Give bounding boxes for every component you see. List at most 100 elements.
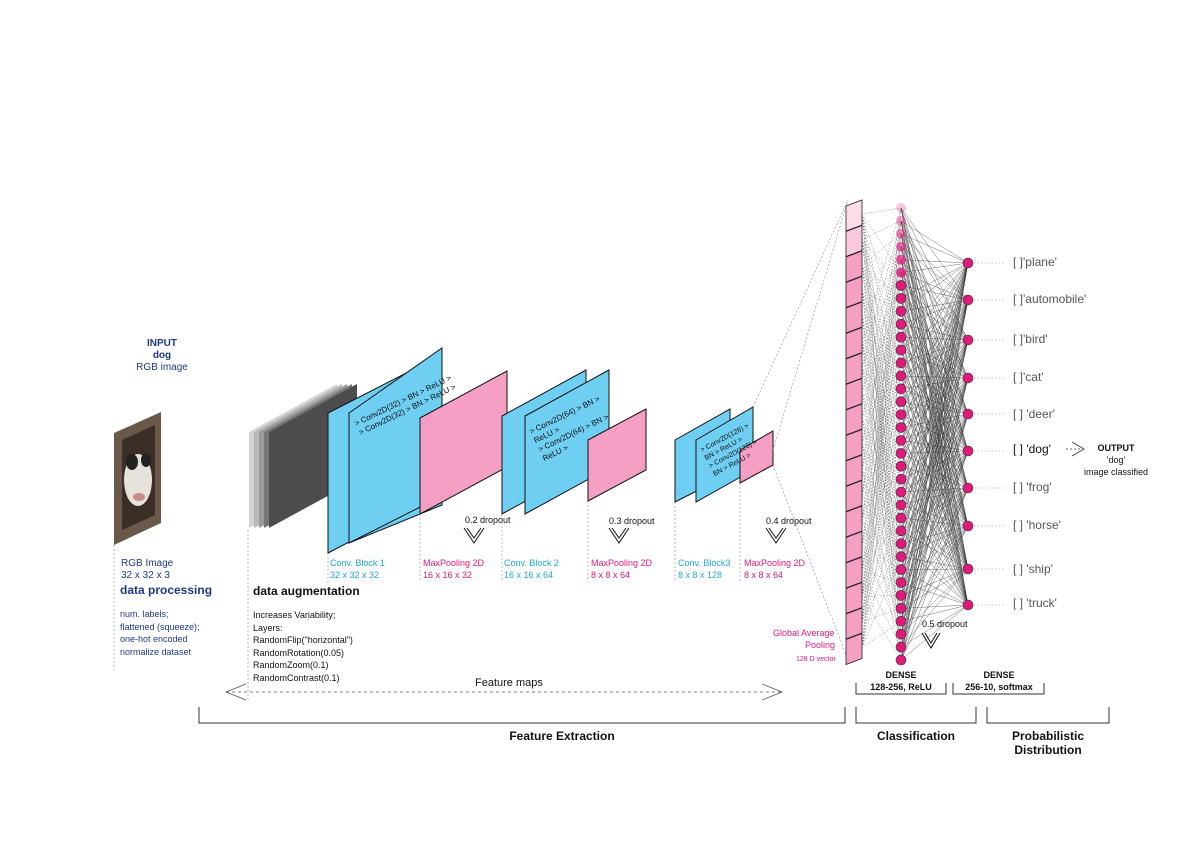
class-leader-lines — [974, 263, 1005, 605]
dense-connections — [862, 208, 968, 660]
data-processing-line: flattened (squeeze); — [120, 621, 200, 634]
dropout-label-2: 0.3 dropout — [609, 516, 655, 526]
output-node — [963, 446, 973, 456]
gap-dense-link — [862, 342, 901, 531]
dense-output-link — [901, 569, 968, 570]
hidden-node — [896, 242, 906, 252]
block1-dims: 32 x 32 x 32 — [330, 570, 379, 580]
augmentation-title: data augmentation — [253, 584, 360, 598]
gap-dense-link — [862, 367, 901, 544]
gap-dense-link — [862, 273, 901, 342]
augmentation-line: RandomRotation(0.05) — [253, 647, 353, 660]
pool3-dims: 8 x 8 x 64 — [744, 570, 783, 580]
class-label-cat: [ ]'cat' — [1013, 370, 1044, 384]
class-label-plane: [ ]'plane' — [1013, 255, 1057, 269]
data-processing-list: num. labels; flattened (squeeze); one-ho… — [120, 608, 200, 658]
pool1-name: MaxPooling 2D — [423, 558, 484, 568]
gap-dense-link — [862, 214, 901, 273]
feature-maps-label: Feature maps — [475, 677, 543, 689]
hidden-node — [896, 371, 906, 381]
hidden-node — [896, 306, 906, 316]
hidden-node — [896, 513, 906, 523]
input-type: RGB image — [127, 362, 197, 373]
output-node — [963, 521, 973, 531]
dense1-title: DENSE — [856, 670, 946, 680]
gap-dense-link — [862, 234, 901, 648]
gap-dense-link — [862, 492, 901, 647]
hidden-node — [896, 448, 906, 458]
dense-output-link — [901, 263, 968, 311]
gap-dense-link — [862, 546, 901, 635]
hidden-node — [896, 268, 906, 278]
gap-dense-link — [862, 466, 901, 596]
hidden-node — [896, 216, 906, 226]
augmentation-list: Increases Variability; Layers: RandomFli… — [253, 609, 353, 684]
dense1-desc: 128-256, ReLU — [856, 682, 946, 692]
dense2-desc: 256-10, softmax — [953, 682, 1045, 692]
hidden-node — [896, 603, 906, 613]
output-node — [963, 258, 973, 268]
output-node — [963, 409, 973, 419]
hidden-node — [896, 397, 906, 407]
hidden-node — [896, 410, 906, 420]
dense2-title: DENSE — [953, 670, 1045, 680]
class-label-truck: [ ] 'truck' — [1013, 596, 1057, 610]
class-label-bird: [ ]'bird' — [1013, 332, 1048, 346]
dense-output-link — [901, 415, 968, 605]
output-node — [963, 335, 973, 345]
gap-dense-link — [862, 597, 901, 661]
hidden-node — [896, 526, 906, 536]
block2-dims: 16 x 16 x 64 — [504, 570, 553, 580]
augmentation-line: RandomContrast(0.1) — [253, 672, 353, 685]
gap-dense-link — [862, 621, 901, 647]
output-node — [963, 373, 973, 383]
gap-dense-link — [862, 415, 901, 622]
hidden-node — [896, 435, 906, 445]
gap-dense-link — [862, 316, 901, 647]
gap-dense-link — [862, 469, 901, 660]
augmentation-line: RandomFlip("horizontal") — [253, 634, 353, 647]
gap-dense-link — [862, 234, 901, 265]
hidden-node — [896, 384, 906, 394]
augmentation-line: RandomZoom(0.1) — [253, 659, 353, 672]
global-pooling-column — [846, 200, 862, 665]
hidden-node — [896, 345, 906, 355]
gap-line1: Global Average — [773, 628, 834, 638]
dense-output-link — [901, 263, 968, 273]
output-node — [963, 564, 973, 574]
hidden-node — [896, 590, 906, 600]
classification-label: Classification — [856, 729, 976, 743]
hidden-node — [896, 255, 906, 265]
hidden-node — [896, 578, 906, 588]
class-label-automobile: [ ]'automobile' — [1013, 292, 1086, 306]
data-processing-title: data processing — [120, 583, 212, 597]
dropout-label-1: 0.2 dropout — [465, 515, 511, 525]
gap-dense-link — [862, 440, 901, 545]
output-title: OUTPUT — [1080, 443, 1152, 453]
hidden-node — [896, 461, 906, 471]
block2-name: Conv. Block 2 — [504, 558, 559, 568]
gap-dense-link — [862, 221, 901, 240]
output-label: 'dog' — [1080, 455, 1152, 465]
dropout-chevrons — [464, 528, 940, 648]
dense-output-link — [901, 221, 968, 263]
gap-dense-link — [862, 234, 901, 393]
dense-output-link — [901, 569, 968, 647]
hidden-node — [896, 293, 906, 303]
class-label-ship: [ ] 'ship' — [1013, 562, 1053, 576]
data-processing-line: one-hot encoded — [120, 633, 200, 646]
gap-dense-link — [862, 350, 901, 367]
gap-line2: Pooling — [805, 640, 835, 650]
gap-dense-link — [862, 316, 901, 583]
hidden-node — [896, 642, 906, 652]
gap-dense-link — [862, 367, 901, 479]
block1-name: Conv. Block 1 — [330, 558, 385, 568]
gap-dense-link — [862, 208, 901, 469]
image-info-line1: RGB Image — [121, 558, 173, 569]
block3-dims: 8 x 8 x 128 — [678, 570, 722, 580]
output-desc: image classified — [1080, 467, 1152, 477]
gap-dense-link — [862, 265, 901, 621]
prob-label-line2: Distribution — [987, 743, 1109, 757]
input-label: dog — [127, 350, 197, 361]
